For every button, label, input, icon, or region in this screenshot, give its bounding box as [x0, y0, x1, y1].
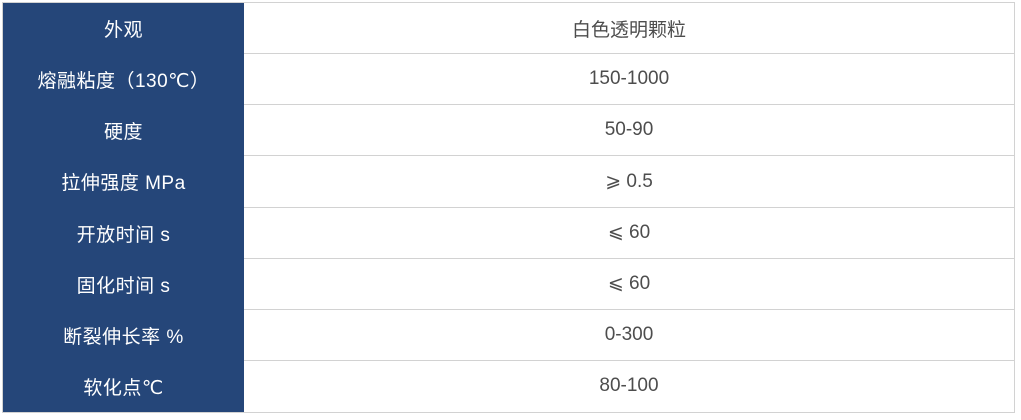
row-label: 硬度 [3, 105, 244, 157]
table-row: 拉伸强度 MPa ⩾ 0.5 [3, 156, 1014, 208]
table-row: 固化时间 s ⩽ 60 [3, 258, 1014, 310]
row-value: 80-100 [244, 360, 1014, 412]
row-value: 50-90 [244, 105, 1014, 157]
table-row: 断裂伸长率 % 0-300 [3, 309, 1014, 361]
table-row: 熔融粘度（130℃） 150-1000 [3, 54, 1014, 106]
row-value: ⩽ 60 [244, 258, 1014, 310]
table-row: 软化点℃ 80-100 [3, 360, 1014, 412]
table-row: 开放时间 s ⩽ 60 [3, 207, 1014, 259]
row-value: ⩽ 60 [244, 207, 1014, 259]
row-label: 断裂伸长率 % [3, 309, 244, 361]
spec-table: 外观 白色透明颗粒 熔融粘度（130℃） 150-1000 硬度 50-90 拉… [2, 2, 1015, 413]
row-label: 熔融粘度（130℃） [3, 54, 244, 106]
table-row: 硬度 50-90 [3, 105, 1014, 157]
row-label: 固化时间 s [3, 258, 244, 310]
row-label: 软化点℃ [3, 360, 244, 412]
row-value: 150-1000 [244, 54, 1014, 106]
row-value: 白色透明颗粒 [244, 3, 1014, 55]
row-label: 外观 [3, 3, 244, 55]
row-label: 拉伸强度 MPa [3, 156, 244, 208]
row-value: ⩾ 0.5 [244, 156, 1014, 208]
row-label: 开放时间 s [3, 207, 244, 259]
table-row: 外观 白色透明颗粒 [3, 3, 1014, 55]
row-value: 0-300 [244, 309, 1014, 361]
